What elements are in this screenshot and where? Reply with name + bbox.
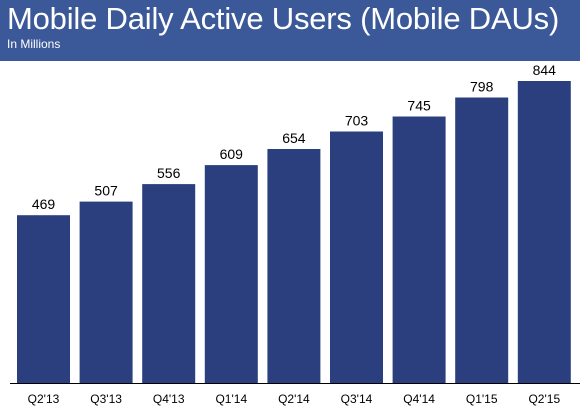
x-tick-label: Q2'13: [28, 392, 60, 406]
bar-value-label: 703: [345, 113, 369, 129]
bar-value-label: 654: [282, 130, 306, 146]
x-tick-label: Q4'13: [153, 392, 185, 406]
x-tick-label: Q1'14: [215, 392, 247, 406]
bar-value-label: 844: [533, 62, 557, 78]
bar: [17, 215, 70, 383]
x-tick-label: Q1'15: [466, 392, 498, 406]
bar: [330, 131, 383, 383]
bar-value-label: 609: [220, 146, 244, 162]
x-tick-label: Q4'14: [403, 392, 435, 406]
bar-value-label: 507: [94, 183, 118, 199]
bar-value-label: 556: [157, 165, 181, 181]
x-tick-label: Q2'15: [528, 392, 560, 406]
x-tick-label: Q2'14: [278, 392, 310, 406]
bar: [142, 184, 196, 383]
bar: [204, 165, 258, 383]
bar: [517, 81, 571, 383]
chart-header: Mobile Daily Active Users (Mobile DAUs) …: [0, 0, 580, 61]
chart-subtitle: In Millions: [7, 37, 61, 51]
bar-value-label: 745: [407, 98, 431, 114]
chart-title: Mobile Daily Active Users (Mobile DAUs): [7, 1, 560, 36]
bar: [392, 116, 446, 383]
chart-area: 469 Q2'13 507 Q3'13 556 Q4'13 609 Q1'14 654 Q2'14…: [0, 61, 580, 411]
bar-value-label: 469: [32, 196, 56, 212]
x-tick-label: Q3'14: [341, 392, 373, 406]
bar: [455, 97, 509, 383]
bar-chart: 469 Q2'13 507 Q3'13 556 Q4'13 609 Q1'14 654 Q2'14…: [10, 62, 580, 406]
bar: [79, 201, 133, 383]
bar-value-label: 798: [470, 79, 494, 95]
bar: [267, 149, 321, 383]
x-tick-label: Q3'13: [90, 392, 122, 406]
